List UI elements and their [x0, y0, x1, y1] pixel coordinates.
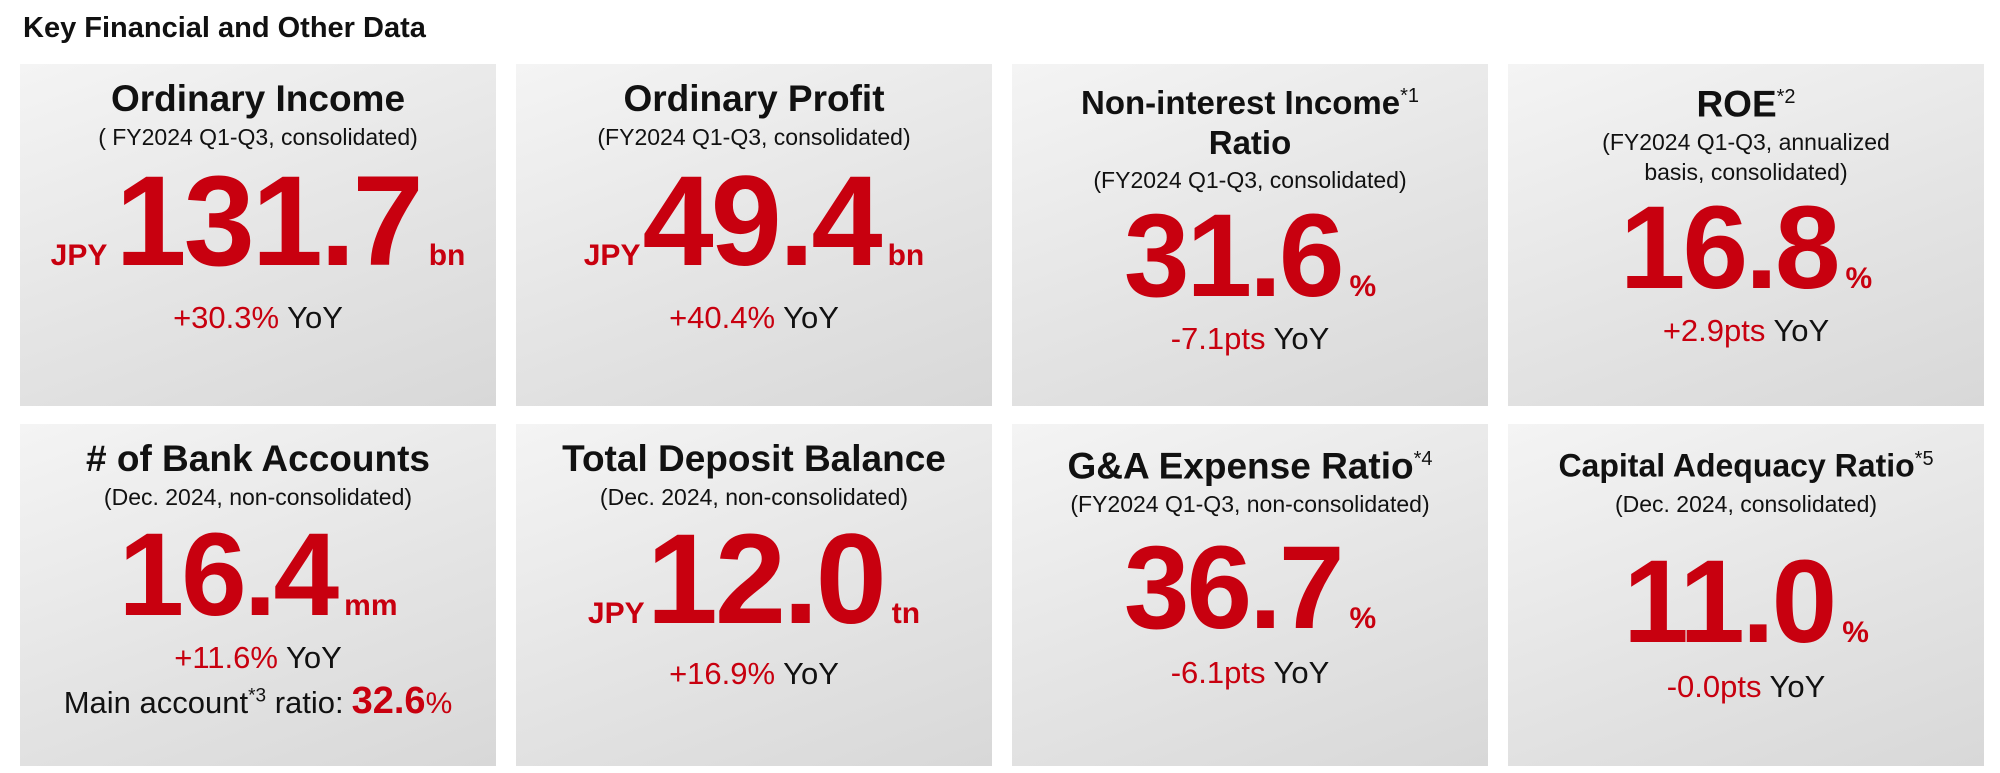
footnote-mark: *1	[1400, 85, 1419, 107]
main-account-unit: %	[425, 687, 453, 720]
value-suffix: %	[1842, 615, 1869, 649]
yoy-change: +2.9pts YoY	[1663, 313, 1829, 349]
value-suffix: %	[1349, 602, 1377, 636]
card-non-interest-income-ratio: Non-interest Income*1 Ratio (FY2024 Q1-Q3…	[1012, 64, 1488, 406]
yoy-change-value: +2.9pts	[1662, 313, 1766, 349]
yoy-label: YoY	[286, 640, 342, 675]
value-row: JPY 49.4 bn	[584, 158, 925, 286]
yoy-change: -6.1pts YoY	[1171, 655, 1330, 691]
footnote-mark: *4	[1413, 448, 1433, 470]
card-ordinary-income: Ordinary Income ( FY2024 Q1-Q3, consolid…	[20, 64, 496, 406]
value-suffix: mm	[344, 589, 398, 622]
yoy-change: +16.9% YoY	[669, 656, 839, 692]
card-capital-adequacy-ratio: Capital Adequacy Ratio*5 (Dec. 2024, con…	[1508, 424, 1984, 766]
value-row: 16.8 %	[1620, 189, 1872, 307]
yoy-label: YoY	[783, 300, 839, 335]
card-subtitle: ( FY2024 Q1-Q3, consolidated)	[98, 124, 418, 150]
main-account-value: 32.6	[351, 680, 426, 722]
yoy-change-value: +16.9%	[669, 656, 776, 691]
value-number: 12.0	[646, 508, 887, 651]
value-number: 16.4	[118, 509, 339, 641]
card-title: # of Bank Accounts	[85, 438, 431, 479]
yoy-change-value: -6.1pts	[1170, 655, 1266, 691]
card-subtitle: (Dec. 2024, non-consolidated)	[599, 484, 909, 510]
yoy-change-value: -7.1pts	[1170, 321, 1266, 356]
value-number: 11.0	[1623, 535, 1837, 668]
yoy-change-value: +11.6%	[174, 640, 278, 675]
yoy-label: YoY	[1769, 668, 1826, 704]
value-number: 131.7	[115, 150, 423, 293]
yoy-change-value: +30.3%	[173, 300, 280, 335]
card-title: G&A Expense Ratio*4	[1067, 445, 1433, 487]
yoy-change: +40.4% YoY	[669, 300, 839, 336]
value-number: 49.4	[642, 150, 882, 293]
card-roe: ROE*2 (FY2024 Q1-Q3, annualized basis, c…	[1508, 64, 1984, 406]
value-row: 11.0 %	[1623, 543, 1869, 661]
yoy-change: -7.1pts YoY	[1171, 321, 1330, 357]
value-row: 36.7 %	[1124, 529, 1376, 647]
card-title: Ordinary Profit	[623, 78, 885, 119]
value-prefix: JPY	[50, 239, 108, 272]
value-prefix: JPY	[587, 597, 645, 630]
yoy-label: YoY	[1273, 321, 1330, 356]
value-row: JPY 131.7 bn	[51, 158, 466, 286]
value-row: 31.6 %	[1124, 197, 1376, 315]
yoy-change: -0.0pts YoY	[1667, 669, 1826, 705]
value-number: 16.8	[1619, 182, 1841, 315]
yoy-change: +11.6% YoY	[174, 640, 342, 676]
value-prefix: JPY	[583, 239, 641, 272]
card-title: Total Deposit Balance	[562, 438, 946, 479]
footnote-mark: *2	[1776, 86, 1796, 108]
footnote-mark: *5	[1914, 448, 1934, 470]
yoy-change-value: +40.4%	[669, 300, 776, 335]
value-row: JPY 12.0 tn	[588, 516, 920, 644]
card-bank-accounts: # of Bank Accounts (Dec. 2024, non-conso…	[20, 424, 496, 766]
kpi-grid: Ordinary Income ( FY2024 Q1-Q3, consolid…	[20, 64, 1984, 766]
value-number: 31.6	[1123, 190, 1345, 322]
card-subtitle: (Dec. 2024, consolidated)	[1614, 490, 1878, 517]
value-number: 36.7	[1123, 522, 1345, 655]
card-total-deposit-balance: Total Deposit Balance (Dec. 2024, non-co…	[516, 424, 992, 766]
value-suffix: %	[1845, 262, 1873, 296]
main-account-label-tail: ratio:	[266, 685, 344, 720]
main-account-label: Main account	[63, 685, 249, 720]
value-row: 16.4 mm	[118, 516, 397, 634]
card-subtitle: (FY2024 Q1-Q3, consolidated)	[1093, 167, 1407, 193]
card-title: Ordinary Income	[110, 78, 406, 119]
yoy-label: YoY	[1773, 313, 1830, 349]
card-ga-expense-ratio: G&A Expense Ratio*4 (FY2024 Q1-Q3, non-c…	[1012, 424, 1488, 766]
yoy-label: YoY	[287, 300, 343, 335]
card-subtitle: (FY2024 Q1-Q3, non-consolidated)	[1070, 491, 1430, 518]
yoy-label: YoY	[1273, 655, 1330, 691]
page-title: Key Financial and Other Data	[23, 12, 426, 44]
value-suffix: tn	[891, 597, 921, 630]
yoy-change-value: -0.0pts	[1666, 668, 1762, 704]
yoy-change: +30.3% YoY	[173, 300, 343, 336]
card-title: Non-interest Income*1 Ratio	[1081, 84, 1419, 161]
card-subtitle: (FY2024 Q1-Q3, consolidated)	[597, 124, 911, 150]
yoy-label: YoY	[783, 656, 839, 691]
card-title: ROE*2	[1696, 83, 1796, 125]
card-subtitle: (Dec. 2024, non-consolidated)	[103, 484, 413, 510]
footnote-mark: *3	[248, 685, 267, 707]
value-suffix: bn	[428, 239, 466, 272]
card-ordinary-profit: Ordinary Profit (FY2024 Q1-Q3, consolida…	[516, 64, 992, 406]
card-subtitle: (FY2024 Q1-Q3, annualized basis, consoli…	[1602, 129, 1890, 186]
card-title: Capital Adequacy Ratio*5	[1558, 447, 1934, 484]
value-suffix: %	[1349, 270, 1377, 303]
value-suffix: bn	[887, 239, 925, 272]
main-account-ratio: Main account*3 ratio: 32.6%	[64, 680, 453, 723]
